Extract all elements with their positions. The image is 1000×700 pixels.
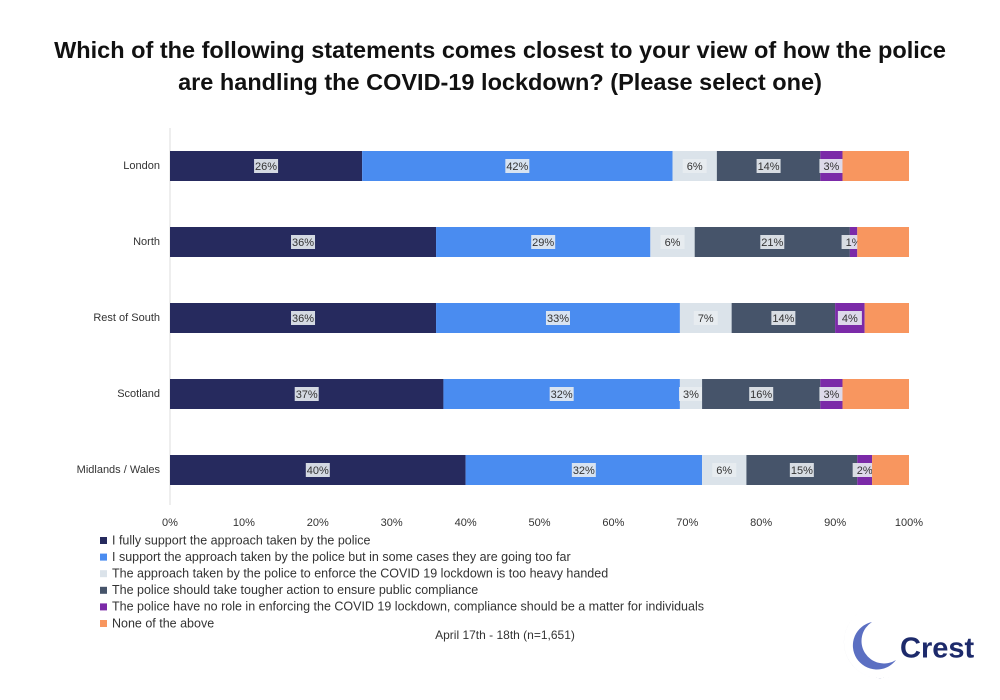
label-box bbox=[749, 387, 774, 401]
bar-segment bbox=[864, 303, 909, 333]
legend-swatch bbox=[100, 537, 107, 544]
label-box bbox=[545, 311, 570, 325]
x-tick-label: 50% bbox=[528, 517, 550, 529]
value-label: 29% bbox=[532, 237, 554, 249]
label-box bbox=[852, 463, 877, 477]
legend-label: The police have no role in enforcing the… bbox=[112, 600, 704, 614]
value-label: 3% bbox=[823, 161, 839, 173]
label-box bbox=[291, 235, 316, 249]
label-box bbox=[837, 311, 862, 325]
label-box bbox=[294, 387, 319, 401]
label-box bbox=[789, 463, 814, 477]
bar-segment bbox=[842, 151, 909, 181]
x-tick-label: 40% bbox=[455, 517, 477, 529]
value-label: 36% bbox=[292, 313, 314, 325]
value-label: 36% bbox=[292, 237, 314, 249]
label-box bbox=[660, 235, 685, 249]
label-box bbox=[682, 159, 707, 173]
bar-segment bbox=[872, 455, 909, 485]
legend-swatch bbox=[100, 570, 107, 578]
value-label: 6% bbox=[665, 237, 681, 249]
label-box bbox=[771, 311, 796, 325]
y-tick-label: London bbox=[123, 160, 160, 172]
y-tick-label: Rest of South bbox=[93, 312, 160, 324]
value-label: 15% bbox=[791, 465, 813, 477]
value-label: 32% bbox=[551, 389, 573, 401]
value-label: 37% bbox=[296, 389, 318, 401]
y-tick-label: North bbox=[133, 236, 160, 248]
footnote: April 17th - 18th (n=1,651) bbox=[435, 628, 575, 642]
value-label: 32% bbox=[573, 465, 595, 477]
legend-label: The approach taken by the police to enfo… bbox=[112, 566, 608, 580]
value-label: 14% bbox=[758, 161, 780, 173]
x-tick-label: 30% bbox=[381, 517, 403, 529]
label-box bbox=[254, 159, 279, 173]
x-tick-label: 20% bbox=[307, 517, 329, 529]
legend-label: I fully support the approach taken by th… bbox=[112, 533, 371, 547]
bar-segment bbox=[857, 227, 909, 257]
label-box bbox=[571, 463, 596, 477]
x-tick-label: 70% bbox=[676, 517, 698, 529]
label-box bbox=[760, 235, 785, 249]
value-label: 21% bbox=[761, 237, 783, 249]
label-box bbox=[712, 463, 737, 477]
legend-label: None of the above bbox=[112, 616, 214, 630]
legend-swatch bbox=[100, 553, 107, 561]
value-label: 3% bbox=[683, 389, 699, 401]
x-tick-label: 80% bbox=[750, 517, 772, 529]
label-box bbox=[531, 235, 556, 249]
label-box bbox=[549, 387, 574, 401]
value-label: 33% bbox=[547, 313, 569, 325]
value-label: 6% bbox=[687, 161, 703, 173]
x-tick-label: 10% bbox=[233, 517, 255, 529]
x-tick-label: 90% bbox=[824, 517, 846, 529]
label-box bbox=[693, 311, 718, 325]
value-label: 4% bbox=[842, 313, 858, 325]
legend-label: The police should take tougher action to… bbox=[112, 583, 478, 597]
label-box bbox=[505, 159, 530, 173]
y-tick-label: Scotland bbox=[117, 388, 160, 400]
x-tick-label: 0% bbox=[162, 517, 178, 529]
legend-label: I support the approach taken by the poli… bbox=[112, 550, 571, 564]
value-label: 6% bbox=[716, 465, 732, 477]
bar-segment bbox=[842, 379, 909, 409]
legend-swatch bbox=[100, 603, 107, 611]
value-label: 16% bbox=[750, 389, 772, 401]
y-tick-label: Midlands / Wales bbox=[77, 464, 161, 476]
value-label: 26% bbox=[255, 161, 277, 173]
x-tick-label: 60% bbox=[602, 517, 624, 529]
legend-swatch bbox=[100, 586, 107, 594]
value-label: 40% bbox=[307, 465, 329, 477]
label-box bbox=[819, 159, 844, 173]
logo-mark bbox=[852, 622, 896, 670]
value-label: 2% bbox=[857, 465, 873, 477]
logo: Crest bbox=[843, 612, 974, 679]
value-label: 42% bbox=[506, 161, 528, 173]
chart-title: Which of the following statements comes … bbox=[54, 37, 946, 95]
label-box bbox=[291, 311, 316, 325]
label-box bbox=[819, 387, 844, 401]
value-label: 14% bbox=[772, 313, 794, 325]
label-box bbox=[305, 463, 330, 477]
legend-swatch bbox=[100, 620, 107, 627]
value-label: 3% bbox=[823, 389, 839, 401]
logo-text: Crest bbox=[900, 633, 974, 665]
x-tick-label: 100% bbox=[895, 517, 923, 529]
label-box bbox=[678, 387, 703, 401]
label-box bbox=[756, 159, 781, 173]
value-label: 7% bbox=[698, 313, 714, 325]
